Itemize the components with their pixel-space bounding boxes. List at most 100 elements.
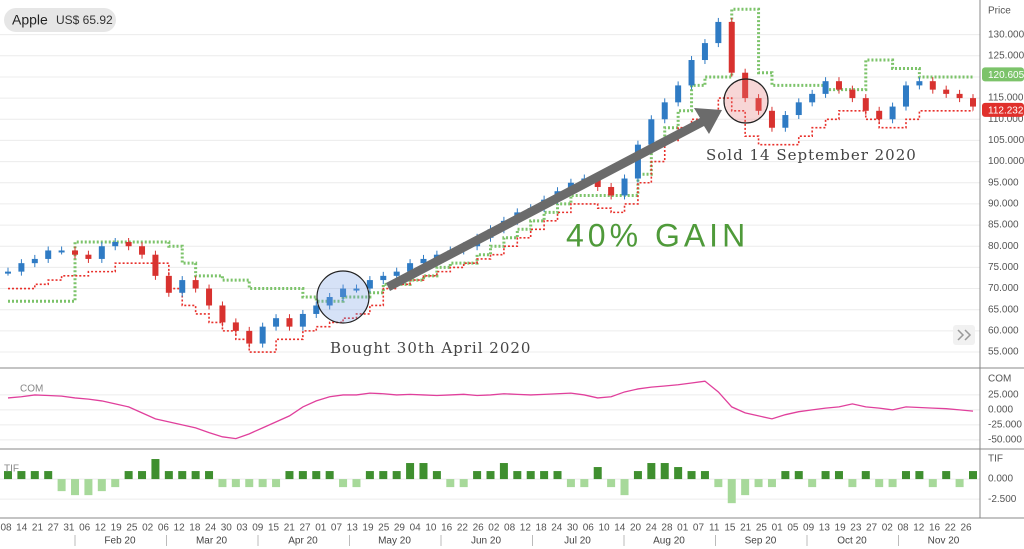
x-tick-label: 01 [315,523,327,534]
y-tick-label: 60.000 [988,326,1019,337]
x-tick-label: 04 [410,523,422,534]
annotation: Sold 14 September 2020 [706,146,917,164]
candle [98,246,105,259]
candle [809,93,816,103]
indicator-bar [57,479,66,492]
indicator-bar [365,471,374,480]
candle [862,98,869,111]
indicator-bar [794,471,803,480]
candle [393,271,400,276]
y-tick-label: 0.000 [988,474,1013,485]
x-tick-label: 10 [598,523,610,534]
candle [139,246,146,255]
grid: 55.000 60.000 65.000 70.000 75.000 80.000 85.0… [0,29,1024,505]
x-tick-label: 16 [929,523,941,534]
indicator-bar [4,471,12,480]
candle [219,305,226,323]
indicator-bar [647,463,656,480]
candle [313,305,320,314]
x-tick-label: 26 [960,523,972,534]
candle [889,106,896,120]
x-tick-label: 12 [174,523,186,534]
annotation: 40% GAIN [566,217,749,253]
indicator-bar [955,479,964,488]
y-tick-label: 125.000 [988,50,1024,61]
candle [876,110,883,120]
indicator-bar [808,479,817,488]
indicator-bar [124,471,133,480]
candle [232,322,239,331]
indicator-bar [901,471,910,480]
indicator-bar [151,459,160,480]
x-tick-label: 06 [79,523,91,534]
x-tick-label: 25 [378,523,390,534]
x-tick-label: 12 [520,523,532,534]
indicator-bar [620,479,629,496]
x-tick-label: 05 [787,523,799,534]
candle [943,89,950,94]
candle [152,254,159,276]
stop-line [8,7,973,303]
candle [634,144,641,179]
indicator-bar [298,471,307,480]
indicator-bar [714,479,723,488]
candle [366,280,373,289]
candle [326,297,333,306]
candle [206,288,213,306]
indicator-bar [700,471,709,480]
candle [688,60,695,86]
candle [112,241,119,247]
candle [340,288,347,298]
indicator-bar [593,467,602,480]
x-tick-label: 06 [583,523,595,534]
indicator-bar [767,479,776,488]
x-tick-label: 15 [268,523,280,534]
indicator-bar [821,471,830,480]
candle [299,313,306,327]
annotation: Bought 30th April 2020 [330,339,531,357]
symbol-pill[interactable] [4,8,116,32]
candle [929,81,936,90]
indicator-bar [942,471,951,480]
x-tick-label: 18 [189,523,201,534]
indicator-bar [352,479,361,488]
indicator-bar [566,479,575,488]
indicator-bar [17,471,26,480]
x-tick-label: 15 [724,523,736,534]
indicator-bar [848,479,857,488]
month-label: Aug 20 [653,536,685,547]
x-tick-label: 24 [646,523,658,534]
candle [5,271,11,274]
month-label: Nov 20 [928,536,960,547]
x-tick-label: 21 [284,523,296,534]
y-tick-label: 85.000 [988,220,1019,231]
buy-circle [316,270,370,324]
indicator-bar [258,479,267,488]
indicator-bar [406,463,415,480]
indicator-bar [580,479,589,488]
candle [795,102,802,116]
indicator-bar [379,471,388,480]
x-tick-label: 26 [473,523,485,534]
candle [380,275,387,281]
x-tick-label: 02 [882,523,894,534]
trend-arrow [386,108,722,291]
indicator-bar [513,471,522,480]
candle [701,43,708,61]
indicator-bar [44,471,53,480]
indicator-bar [875,479,884,488]
month-label: Oct 20 [837,536,867,547]
x-tick-label: 24 [551,523,563,534]
y-tick-label: 75.000 [988,262,1019,273]
indicator-bar [915,471,924,480]
indicator-label: TIF [4,464,19,475]
symbol-price: US$ 65.92 [56,13,113,27]
indicator-bar [164,471,173,480]
x-tick-label: 29 [394,523,406,534]
x-tick-label: 02 [488,523,500,534]
indicator-bar [191,471,200,480]
indicator-bar [84,479,93,496]
indicator-bar [30,471,39,480]
x-tick-label: 31 [63,523,75,534]
indicator-bar [834,471,843,480]
